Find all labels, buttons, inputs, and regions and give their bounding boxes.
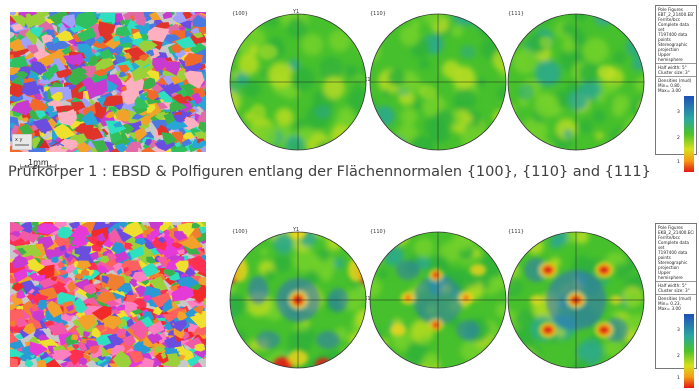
pf-axis-x: X1 [364,77,371,83]
legend-sample: EBT_2_21400.EBT_2_21400_EBa [658,12,694,17]
legend-tick: 2 [677,136,680,141]
legend-cluster: Cluster size: 3° [658,70,690,75]
pole-figure-111-panel1 [507,13,645,151]
pole-figure-100-panel2 [229,231,367,369]
ebsd-map-1 [10,12,206,152]
legend-sample: EKB_2_21400.ECB_2_21400_EBa [658,230,694,235]
pf-label-100: {100} [232,11,248,17]
legend-densities: Densities (mud) [658,78,692,83]
pole-figure-100-panel1 [229,13,367,151]
legend-colorbar [684,314,694,388]
legend-panel2: Pole Figures EKB_2_21400.ECB_2_21400_EBa… [655,223,697,388]
legend-densities: Densities (mud) [658,296,692,301]
pole-figure-111-panel2 [507,231,645,369]
legend-line: Complete data set [658,240,689,250]
legend-phase: Ferrite/bcc [658,235,681,240]
scale-bar [19,153,60,168]
pole-figure-110-panel1 [369,13,507,151]
ebsd-map-2 [10,222,206,367]
pf-axis-y: Y1 [293,9,300,15]
figure-caption: Prüfkörper 1 : EBSD & Polfiguren entlang… [8,164,651,180]
legend-panel1: Pole Figures EBT_2_21400.EBT_2_21400_EBa… [655,5,697,172]
pf-axis-x: X1 [364,296,371,302]
legend-tick: 1 [677,376,680,381]
legend-minmax: Min= 0.80, Max= 3.00 [658,83,681,93]
pole-figure-110-panel2 [369,231,507,369]
legend-colorbar [684,96,694,172]
legend-line: 7197400 data points [658,250,688,260]
scale-bar-label: 1mm [28,158,49,167]
legend-half-width: Half width: 5° [658,283,687,288]
pf-axis-y: Y1 [293,227,300,233]
legend-phase: Ferrite/bcc [658,17,681,22]
legend-half-width: Half width: 5° [658,65,687,70]
legend-minmax: Min= 0.23, Max= 3.00 [658,301,681,311]
legend-line: Stereographic projection [658,260,688,270]
legend-title: Pole Figures [658,225,683,230]
svg-text:x y: x y [15,137,23,143]
legend-tick: 2 [677,354,680,359]
legend-tick: 3 [677,110,680,115]
legend-line: Complete data set [658,22,689,32]
pf-label-111: {111} [508,229,524,235]
legend-cluster: Cluster size: 3° [658,288,690,293]
pf-label-100: {100} [232,229,248,235]
legend-line: Upper hemisphere [658,270,683,280]
legend-line: Stereographic projection [658,42,688,52]
pf-label-110: {110} [370,229,386,235]
pf-label-110: {110} [370,11,386,17]
ebsd-toolbar-1[interactable]: x y [11,133,72,151]
pf-label-111: {111} [508,11,524,17]
legend-line: Upper hemisphere [658,52,683,62]
legend-tick: 3 [677,328,680,333]
legend-line: 7197400 data points [658,32,688,42]
legend-tick: 1 [677,160,680,165]
legend-title: Pole Figures [658,7,683,12]
